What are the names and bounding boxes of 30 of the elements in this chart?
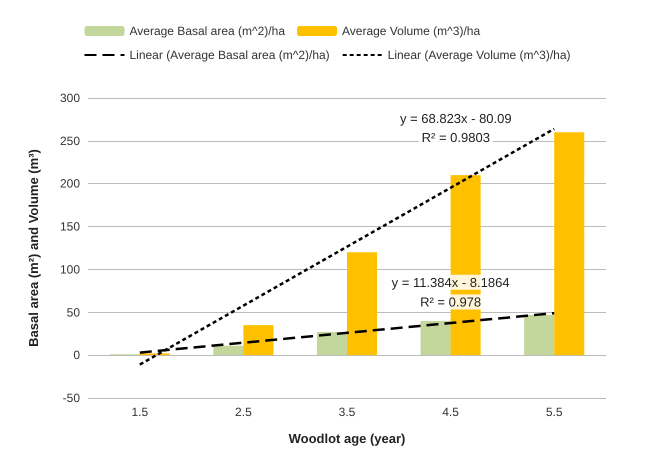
bar (316, 332, 347, 356)
annotation: y = 11.384x - 8.1864 (392, 274, 510, 290)
x-axis-title: Woodlot age (year) (288, 431, 406, 446)
legend-label: Average Basal area (m^2)/ha (130, 24, 286, 38)
y-tick-label: 250 (60, 134, 80, 148)
bar (213, 346, 244, 356)
legend-label: Linear (Average Volume (m^3)/ha) (388, 48, 571, 62)
y-tick-label: 100 (60, 262, 80, 276)
y-tick-label: -50 (62, 391, 80, 405)
y-tick-label: 150 (60, 220, 80, 234)
x-tick-label: 2.5 (235, 405, 252, 419)
bar (420, 320, 451, 356)
bar (524, 314, 554, 356)
x-tick-label: 3.5 (338, 405, 356, 419)
annotation: y = 68.823x - 80.09 (400, 111, 512, 126)
legend-label: Average Volume (m^3)/ha (342, 24, 480, 38)
annotation: R² = 0.9803 (422, 130, 490, 145)
bar (554, 132, 584, 356)
bar (243, 325, 274, 356)
annotation: R² = 0.978 (420, 294, 482, 310)
y-tick-label: 300 (60, 91, 80, 105)
y-tick-label: 0 (73, 348, 80, 362)
bar (347, 252, 378, 356)
x-tick-label: 5.5 (546, 405, 563, 419)
x-tick-label: 1.5 (131, 405, 148, 419)
y-axis-title: Basal area (m²) and Volume (m³) (26, 149, 41, 347)
x-tick-label: 4.5 (442, 405, 460, 419)
y-tick-label: 50 (66, 305, 80, 320)
y-tick-label: 200 (60, 176, 80, 191)
legend-label: Linear (Average Basal area (m^2)/ha) (130, 48, 330, 62)
